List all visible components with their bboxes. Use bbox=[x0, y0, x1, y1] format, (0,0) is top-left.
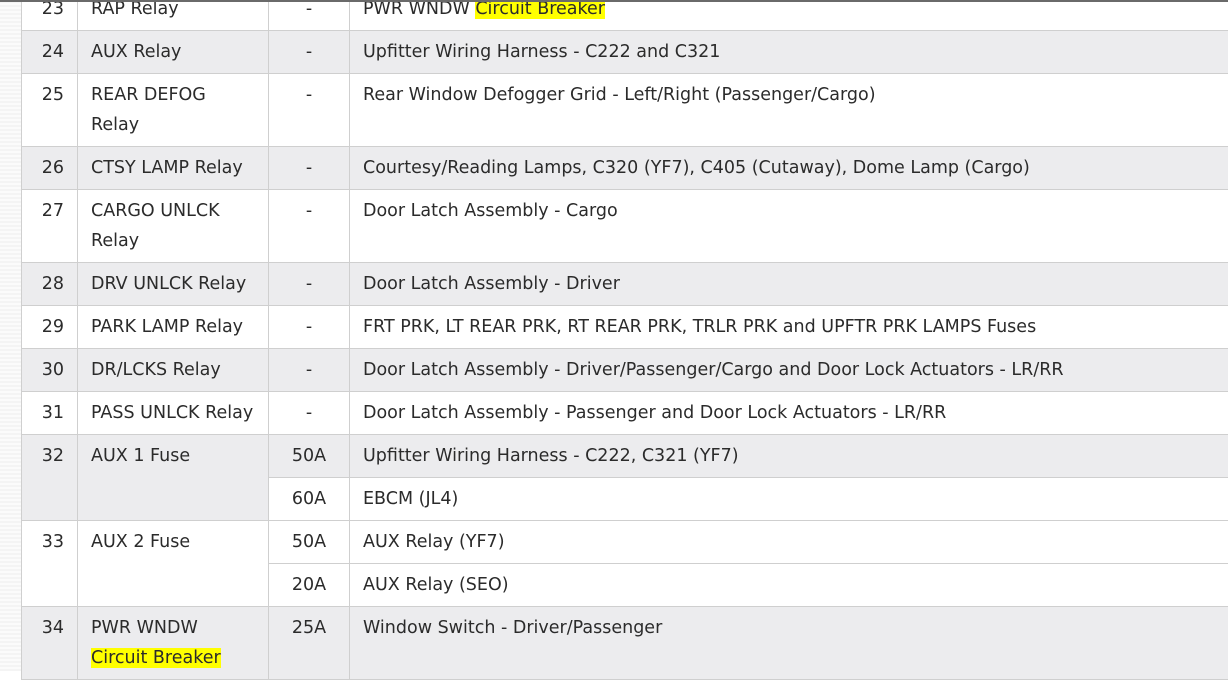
fuse-number: 34 bbox=[22, 607, 78, 680]
fuse-name: PWR WNDW Circuit Breaker bbox=[78, 607, 269, 680]
description-text: Upfitter Wiring Harness - C222 and C321 bbox=[363, 42, 720, 62]
table-row: 26 CTSY LAMP Relay -Courtesy/Reading Lamps… bbox=[22, 147, 1228, 190]
table-row: 24 AUX Relay -Upfitter Wiring Harness - C2… bbox=[22, 31, 1228, 74]
fuse-number: 31 bbox=[22, 392, 78, 435]
fuse-name: CARGO UNLCK Relay bbox=[78, 190, 269, 263]
amperage: - bbox=[269, 263, 350, 306]
table-row: 27 CARGO UNLCK Relay-Door Latch Assembly … bbox=[22, 190, 1228, 263]
description-text: AUX Relay (SEO) bbox=[363, 575, 509, 595]
amperage: - bbox=[269, 190, 350, 263]
table-row: 29 PARK LAMP Relay -FRT PRK, LT REAR PRK, … bbox=[22, 306, 1228, 349]
fuse-number: 29 bbox=[22, 306, 78, 349]
circuit-description: EBCM (JL4) bbox=[350, 478, 1228, 521]
fuse-name-text: DRV UNLCK Relay bbox=[91, 274, 246, 294]
amperage: 50A bbox=[269, 521, 350, 564]
fuse-name-text: CTSY LAMP Relay bbox=[91, 158, 243, 178]
table-row: 30 DR/LCKS Relay -Door Latch Assembly - Dr… bbox=[22, 349, 1228, 392]
table-row: 31 PASS UNLCK Relay-Door Latch Assembly -… bbox=[22, 392, 1228, 435]
fuse-number: 26 bbox=[22, 147, 78, 190]
circuit-description: AUX Relay (YF7) bbox=[350, 521, 1228, 564]
circuit-description: Door Latch Assembly - Driver/Passenger/C… bbox=[350, 349, 1228, 392]
amperage: - bbox=[269, 74, 350, 147]
circuit-description: Door Latch Assembly - Passenger and Door… bbox=[350, 392, 1228, 435]
page-margin bbox=[0, 0, 21, 671]
description-text: PWR WNDW bbox=[363, 0, 475, 19]
circuit-description: Upfitter Wiring Harness - C222, C321 (YF… bbox=[350, 435, 1228, 478]
fuse-name-text: CARGO UNLCK Relay bbox=[91, 201, 220, 251]
fuse-name-text: PASS UNLCK Relay bbox=[91, 403, 253, 423]
amperage: - bbox=[269, 0, 350, 31]
circuit-description: Rear Window Defogger Grid - Left/Right (… bbox=[350, 74, 1228, 147]
fuse-number: 24 bbox=[22, 31, 78, 74]
amperage: - bbox=[269, 306, 350, 349]
description-text: Door Latch Assembly - Driver/Passenger/C… bbox=[363, 360, 1064, 380]
fuse-name-text: PARK LAMP Relay bbox=[91, 317, 243, 337]
description-text: Window Switch - Driver/Passenger bbox=[363, 618, 662, 638]
fuse-number: 27 bbox=[22, 190, 78, 263]
fuse-number: 30 bbox=[22, 349, 78, 392]
description-text: Rear Window Defogger Grid - Left/Right (… bbox=[363, 85, 876, 105]
amperage: - bbox=[269, 392, 350, 435]
circuit-description: PWR WNDW Circuit Breaker bbox=[350, 0, 1228, 31]
fuse-name: CTSY LAMP Relay bbox=[78, 147, 269, 190]
fuse-name-text: RAP Relay bbox=[91, 0, 179, 19]
fuse-name-text: AUX Relay bbox=[91, 42, 181, 62]
fuse-name: RAP Relay bbox=[78, 0, 269, 31]
amperage: 60A bbox=[269, 478, 350, 521]
amperage: 20A bbox=[269, 564, 350, 607]
amperage: - bbox=[269, 31, 350, 74]
fuse-name-text: REAR DEFOG Relay bbox=[91, 85, 206, 135]
circuit-description: Door Latch Assembly - Driver bbox=[350, 263, 1228, 306]
header-divider bbox=[0, 0, 1228, 2]
fuse-number: 32 bbox=[22, 435, 78, 521]
amperage: - bbox=[269, 147, 350, 190]
table-row: 28 DRV UNLCK Relay -Door Latch Assembly - … bbox=[22, 263, 1228, 306]
fuse-name: AUX Relay bbox=[78, 31, 269, 74]
description-text: Door Latch Assembly - Cargo bbox=[363, 201, 618, 221]
fuse-number: 23 bbox=[22, 0, 78, 31]
fuse-name-text: DR/LCKS Relay bbox=[91, 360, 221, 380]
fuse-number: 33 bbox=[22, 521, 78, 607]
fuse-name-text: AUX 2 Fuse bbox=[91, 532, 190, 552]
table-row: 25 REAR DEFOG Relay -Rear Window Defogger … bbox=[22, 74, 1228, 147]
description-text: Courtesy/Reading Lamps, C320 (YF7), C405… bbox=[363, 158, 1030, 178]
circuit-description: Window Switch - Driver/Passenger bbox=[350, 607, 1228, 680]
fuse-name-text: PWR WNDW bbox=[91, 618, 198, 638]
fuse-name: DR/LCKS Relay bbox=[78, 349, 269, 392]
fuse-name: DRV UNLCK Relay bbox=[78, 263, 269, 306]
fuse-name: AUX 1 Fuse bbox=[78, 435, 269, 521]
amperage: 25A bbox=[269, 607, 350, 680]
circuit-description: AUX Relay (SEO) bbox=[350, 564, 1228, 607]
fuse-name: REAR DEFOG Relay bbox=[78, 74, 269, 147]
highlighted-text: Circuit Breaker bbox=[475, 0, 605, 19]
description-text: Door Latch Assembly - Driver bbox=[363, 274, 620, 294]
description-text: FRT PRK, LT REAR PRK, RT REAR PRK, TRLR … bbox=[363, 317, 1036, 337]
circuit-description: Upfitter Wiring Harness - C222 and C321 bbox=[350, 31, 1228, 74]
amperage: 50A bbox=[269, 435, 350, 478]
highlighted-text: Circuit Breaker bbox=[91, 648, 221, 668]
amperage: - bbox=[269, 349, 350, 392]
table-row: 34 PWR WNDW Circuit Breaker 25A Window Switc… bbox=[22, 607, 1228, 680]
description-text: Door Latch Assembly - Passenger and Door… bbox=[363, 403, 946, 423]
table-row: 23 RAP Relay -PWR WNDW Circuit Breaker bbox=[22, 0, 1228, 31]
description-text: Upfitter Wiring Harness - C222, C321 (YF… bbox=[363, 446, 739, 466]
fuse-name: PARK LAMP Relay bbox=[78, 306, 269, 349]
circuit-description: Courtesy/Reading Lamps, C320 (YF7), C405… bbox=[350, 147, 1228, 190]
description-text: EBCM (JL4) bbox=[363, 489, 458, 509]
fuse-number: 25 bbox=[22, 74, 78, 147]
fuse-number: 28 bbox=[22, 263, 78, 306]
fuse-name: PASS UNLCK Relay bbox=[78, 392, 269, 435]
circuit-description: FRT PRK, LT REAR PRK, RT REAR PRK, TRLR … bbox=[350, 306, 1228, 349]
fuse-name-text: AUX 1 Fuse bbox=[91, 446, 190, 466]
fuse-name: AUX 2 Fuse bbox=[78, 521, 269, 607]
description-text: AUX Relay (YF7) bbox=[363, 532, 505, 552]
circuit-description: Door Latch Assembly - Cargo bbox=[350, 190, 1228, 263]
